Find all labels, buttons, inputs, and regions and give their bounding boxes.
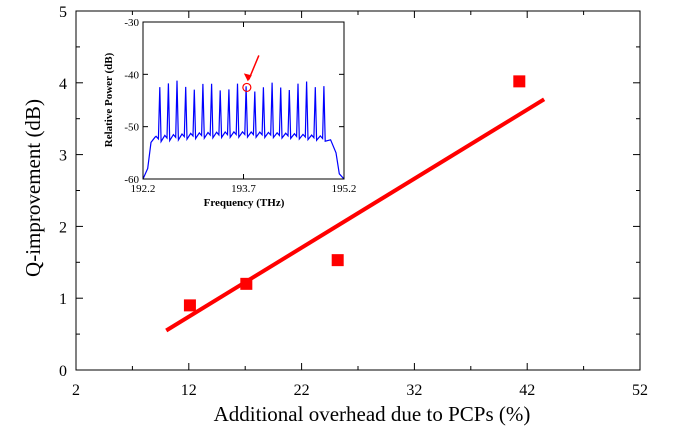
inset-ticks: 192.2 193.7 195.2 -30 -40 -50 -60 — [124, 17, 356, 195]
x-tick-label: 42 — [519, 382, 535, 399]
inset-background — [143, 22, 344, 179]
inset-y-axis-title: Relative Power (dB) — [103, 52, 115, 147]
data-point — [240, 277, 253, 290]
inset-y-tick-label: -30 — [124, 17, 139, 29]
y-axis-title: Q-improvement (dB) — [21, 99, 45, 277]
inset-x-axis-title: Frequency (THz) — [204, 197, 285, 209]
x-tick-label: 12 — [181, 382, 197, 399]
inset-annotation — [242, 55, 260, 93]
inset-x-tick-label: 193.7 — [231, 183, 256, 195]
x-tick-label: 52 — [632, 382, 648, 399]
inset-frame — [142, 21, 345, 180]
data-point — [183, 299, 196, 312]
y-tick-label: 0 — [59, 363, 67, 380]
y-tick-label: 1 — [59, 291, 67, 308]
inset-y-tick-label: -40 — [124, 69, 139, 81]
x-tick-label: 22 — [294, 382, 310, 399]
data-point — [513, 75, 526, 88]
inset-y-tick-label: -50 — [124, 122, 139, 134]
y-tick-label: 4 — [59, 76, 67, 93]
inset-x-tick-label: 195.2 — [332, 183, 357, 195]
x-tick-label: 2 — [72, 382, 80, 399]
inset-x-tick-label: 192.2 — [131, 183, 156, 195]
x-tick-label: 32 — [406, 382, 422, 399]
spectrum-line — [142, 80, 345, 180]
x-axis-title: Additional overhead due to PCPs (%) — [214, 402, 531, 426]
y-tick-label: 2 — [59, 219, 67, 236]
inset-chart: 192.2 193.7 195.2 -30 -40 -50 -60 Frequency (T… — [103, 17, 356, 209]
highlight-circle — [242, 82, 252, 93]
inset-y-tick-label: -60 — [124, 174, 139, 186]
fit-line — [165, 97, 546, 333]
annotation-arrowhead — [243, 73, 252, 82]
main-marks — [165, 75, 546, 333]
y-tick-label: 3 — [59, 148, 67, 165]
y-tick-label: 5 — [59, 4, 67, 21]
data-point — [331, 254, 344, 267]
